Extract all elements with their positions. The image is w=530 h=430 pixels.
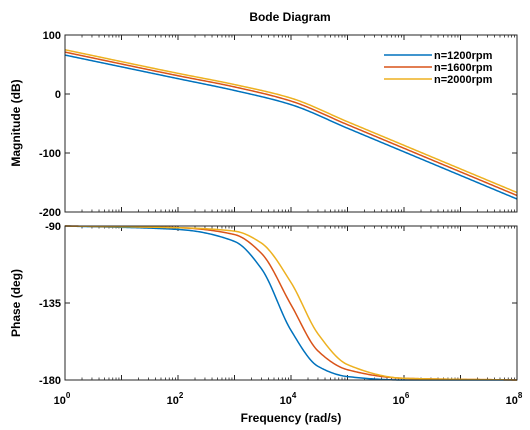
- phase-y-axis-label: Phase (deg): [9, 269, 23, 337]
- phase-y-tick-label: -180: [39, 375, 61, 387]
- magnitude-y-tick-label: 100: [43, 30, 61, 42]
- magnitude-y-tick-label: -200: [39, 207, 61, 219]
- magnitude-line-series-1: [64, 54, 518, 200]
- magnitude-panel: 100 0 -100 -200 Magnitude (dB) n=1200rpmn=1…: [9, 30, 518, 219]
- phase-y-tick-label: -135: [39, 298, 61, 310]
- phase-plot-area: [65, 226, 517, 380]
- phase-y-tick-labels: -90 -135 -180: [39, 221, 61, 387]
- magnitude-series: [64, 49, 518, 200]
- legend-entry-3: n=2000rpm: [434, 74, 493, 86]
- phase-panel: -90 -135 -180 Phase (deg): [9, 221, 518, 387]
- magnitude-y-tick-labels: 100 0 -100 -200: [39, 30, 61, 219]
- chart-title: Bode Diagram: [249, 10, 330, 24]
- phase-y-tick-label: -90: [45, 221, 61, 233]
- magnitude-line-series-3: [64, 49, 518, 194]
- magnitude-plot-area: [65, 35, 517, 212]
- legend-entry-2: n=1600rpm: [434, 62, 493, 74]
- x-tick-label: 108: [506, 391, 523, 407]
- magnitude-line-series-2: [64, 51, 518, 197]
- x-tick-label: 104: [280, 391, 297, 407]
- magnitude-y-tick-label: 0: [55, 89, 61, 101]
- x-tick-label: 106: [393, 391, 410, 407]
- x-tick-label: 100: [54, 391, 71, 407]
- magnitude-y-axis-label: Magnitude (dB): [9, 79, 23, 166]
- x-tick-label: 102: [167, 391, 184, 407]
- legend-entry-1: n=1200rpm: [434, 50, 493, 62]
- x-axis-label: Frequency (rad/s): [241, 411, 342, 425]
- magnitude-axes-box: [64, 34, 518, 213]
- x-tick-labels: 100 102 104 106 108: [54, 391, 523, 407]
- phase-line-series-3: [64, 225, 518, 381]
- magnitude-y-tick-label: -100: [39, 148, 61, 160]
- phase-axes-box: [64, 225, 518, 381]
